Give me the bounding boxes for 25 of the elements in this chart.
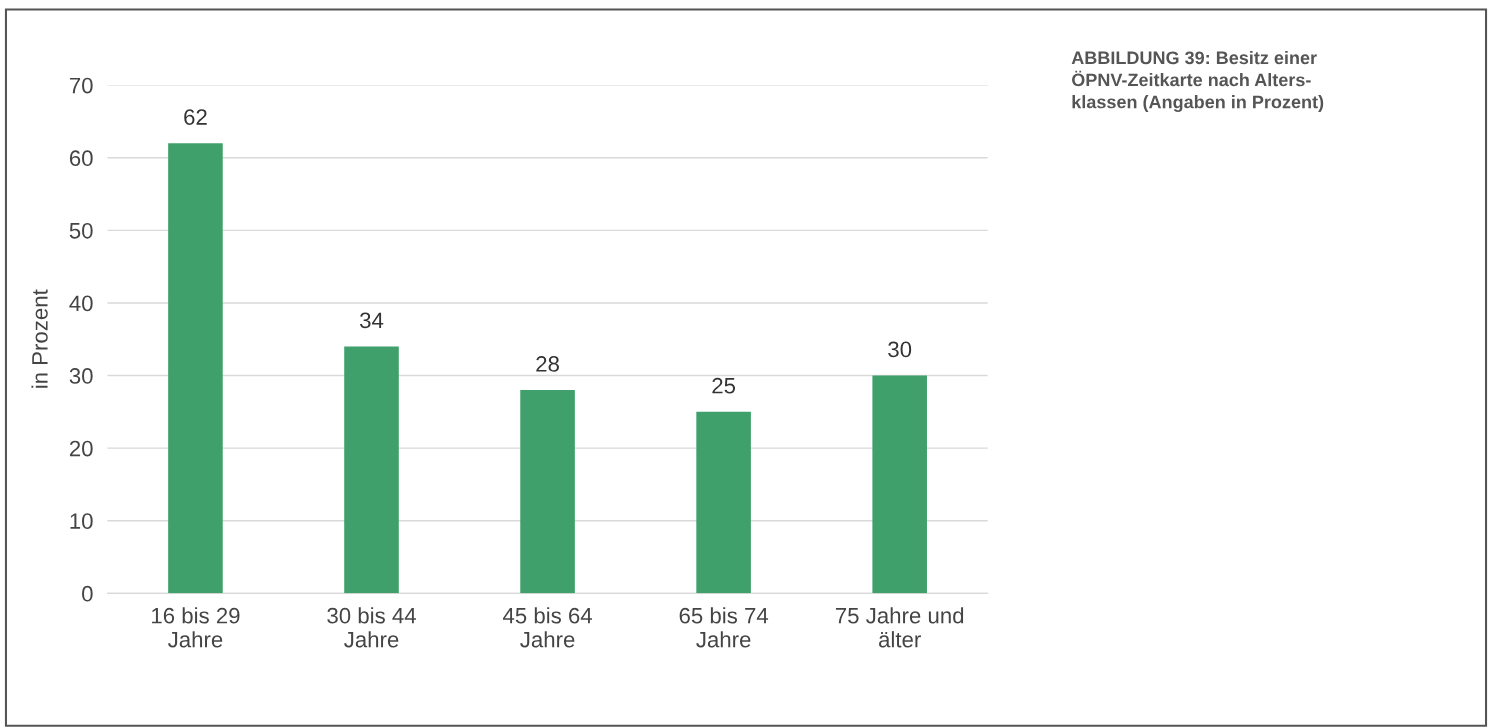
- data-label: 62: [184, 109, 207, 125]
- y-tick-label: 40: [69, 295, 93, 312]
- y-tick-label: 60: [69, 150, 93, 167]
- bar: [520, 390, 575, 594]
- x-tick-label: 45 bis 64 Jahre: [502, 607, 593, 648]
- y-tick-label: 10: [70, 513, 93, 529]
- data-label: 30: [888, 341, 912, 358]
- x-tick-label: 75 Jahre und älter: [835, 607, 964, 648]
- bar: [344, 346, 399, 594]
- x-tick-label: 16 bis 29 Jahre: [152, 607, 240, 648]
- text: ABBILDUNG 39: Besitz einer ÖPNV-Zeitkarte nach Alters- klassen (Angaben in Prozent): [1071, 50, 1324, 112]
- y-tick-label: 30: [69, 368, 93, 384]
- bar: [872, 375, 927, 594]
- y-tick-label: 20: [69, 440, 93, 457]
- data-label: 28: [536, 356, 559, 372]
- x-tick-label: 30 bis 44 Jahre: [327, 607, 416, 648]
- y-tick-label: 0: [82, 585, 93, 602]
- y-tick-label: 50: [69, 222, 93, 239]
- x-tick-label: 65 bis 74 Jahre: [679, 607, 769, 648]
- y-axis-title: in Prozent: [31, 289, 48, 388]
- data-label: 34: [360, 312, 384, 329]
- bar: [696, 411, 751, 594]
- data-label: 25: [712, 377, 736, 394]
- bar: [168, 143, 223, 594]
- y-tick-label: 70: [69, 77, 93, 94]
